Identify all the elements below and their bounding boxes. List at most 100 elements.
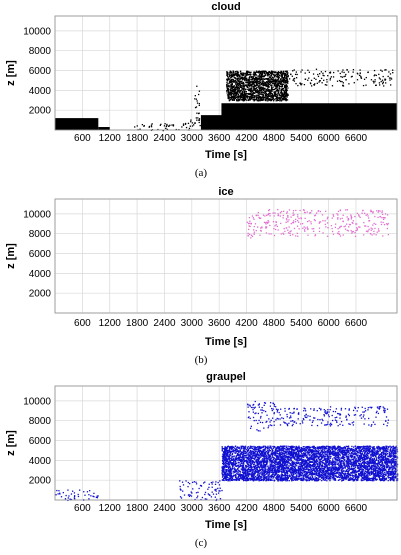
data-point: [191, 495, 192, 496]
data-point: [291, 223, 292, 224]
data-point: [236, 87, 237, 88]
data-point: [215, 484, 216, 485]
data-point: [182, 491, 183, 492]
data-point: [88, 498, 89, 499]
data-point: [254, 95, 255, 96]
data-point: [238, 97, 239, 98]
data-point: [262, 91, 263, 92]
data-point: [307, 229, 308, 230]
data-point: [359, 75, 360, 76]
data-point: [359, 69, 360, 70]
data-point: [283, 215, 284, 216]
data-point: [183, 125, 184, 126]
data-point: [280, 80, 281, 81]
y-tick-label: 6000: [29, 66, 52, 77]
data-point: [380, 78, 381, 79]
y-tick-label: 4000: [29, 269, 52, 280]
data-point: [384, 224, 385, 225]
data-point: [272, 98, 273, 99]
data-point: [295, 446, 296, 447]
data-point: [279, 72, 280, 73]
data-point: [252, 99, 253, 100]
data-point: [281, 91, 282, 92]
data-point: [271, 79, 272, 80]
data-point: [258, 86, 259, 87]
data-point: [374, 216, 375, 217]
data-point: [329, 446, 330, 447]
data-point: [248, 90, 249, 91]
data-point: [341, 218, 342, 219]
data-point: [204, 494, 205, 495]
data-point: [262, 88, 263, 89]
data-point: [270, 94, 271, 95]
data-point: [339, 451, 340, 452]
data-point: [343, 221, 344, 222]
data-point: [236, 72, 237, 73]
data-point: [311, 223, 312, 224]
data-point: [332, 231, 333, 232]
data-point: [323, 80, 324, 81]
data-point: [55, 494, 56, 495]
data-point: [375, 224, 376, 225]
data-point: [252, 95, 253, 96]
data-point: [253, 93, 254, 94]
data-point: [313, 73, 314, 74]
data-point: [182, 482, 183, 483]
data-point: [363, 222, 364, 223]
data-point: [296, 71, 297, 72]
data-point: [343, 226, 344, 227]
data-point: [342, 85, 343, 86]
data-point: [276, 97, 277, 98]
data-point: [304, 231, 305, 232]
data-point: [234, 97, 235, 98]
data-point: [277, 226, 278, 227]
data-point: [290, 216, 291, 217]
data-point: [227, 76, 228, 77]
y-tick-label: 8000: [29, 229, 52, 240]
data-point: [247, 82, 248, 83]
data-point: [264, 88, 265, 89]
data-point: [347, 209, 348, 210]
data-point: [287, 74, 288, 75]
data-point: [254, 88, 255, 89]
data-point: [249, 221, 250, 222]
data-point: [248, 99, 249, 100]
data-point: [97, 497, 98, 498]
data-point: [339, 234, 340, 235]
data-point: [365, 225, 366, 226]
data-point: [279, 75, 280, 76]
data-point: [199, 113, 200, 114]
data-point: [280, 73, 281, 74]
data-point: [219, 490, 220, 491]
data-point: [233, 475, 234, 476]
data-point: [310, 212, 311, 213]
data-point: [335, 227, 336, 228]
data-point: [387, 214, 388, 215]
data-point: [307, 221, 308, 222]
data-point: [271, 100, 272, 101]
data-point: [238, 99, 239, 100]
data-point: [238, 478, 239, 479]
data-point: [257, 226, 258, 227]
data-point: [374, 70, 375, 71]
data-point: [215, 481, 216, 482]
data-point: [257, 76, 258, 77]
data-point: [312, 228, 313, 229]
data-point: [197, 102, 198, 103]
data-point: [346, 465, 347, 466]
data-point: [245, 85, 246, 86]
data-point: [254, 233, 255, 234]
data-point: [315, 234, 316, 235]
data-point: [180, 486, 181, 487]
data-point: [317, 74, 318, 75]
data-point: [192, 125, 193, 126]
data-point: [351, 216, 352, 217]
data-point: [373, 211, 374, 212]
data-point: [327, 474, 328, 475]
data-point: [389, 79, 390, 80]
data-point: [208, 487, 209, 488]
data-point: [229, 83, 230, 84]
data-point: [329, 461, 330, 462]
data-point: [151, 126, 152, 127]
data-point: [252, 451, 253, 452]
